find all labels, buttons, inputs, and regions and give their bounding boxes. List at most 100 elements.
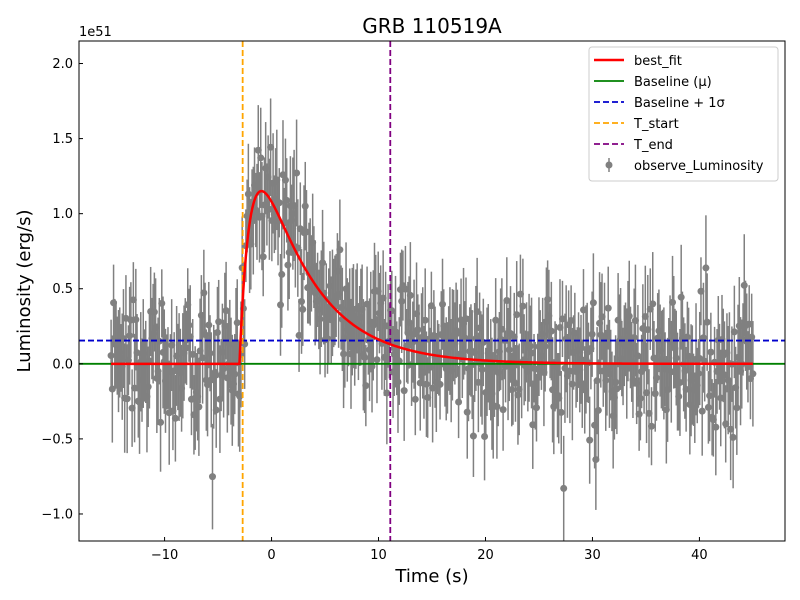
legend: best_fit Baseline (μ) Baseline + 1σ T_st…	[588, 46, 779, 182]
y-axis: −1.0 −0.5 0.0 0.5 1.0 1.5 2.0	[41, 57, 83, 522]
observation-marker	[213, 329, 221, 337]
observation-marker	[439, 300, 447, 308]
plot-frame	[78, 40, 786, 542]
observation-point	[171, 375, 179, 462]
observation-marker	[195, 403, 203, 411]
x-tick-label: −10	[151, 548, 178, 563]
legend-best-fit-label: best_fit	[634, 54, 682, 69]
observation-marker	[336, 246, 344, 254]
observation-point	[411, 363, 419, 436]
observation-point	[499, 368, 507, 451]
observation-marker	[568, 380, 576, 388]
observation-marker	[316, 315, 324, 323]
observation-point	[594, 359, 602, 462]
legend-baseline-sigma-label: Baseline + 1σ	[634, 96, 725, 111]
observation-marker	[604, 304, 612, 312]
observation-marker	[669, 298, 677, 306]
observation-marker	[406, 291, 414, 299]
y-tick-label: −0.5	[41, 432, 73, 447]
observation-point	[702, 215, 710, 321]
observation-marker	[547, 327, 555, 335]
observation-marker	[206, 349, 214, 357]
observation-marker	[588, 330, 596, 338]
observation-marker	[594, 406, 602, 414]
observation-marker	[505, 346, 513, 354]
observation-marker	[513, 311, 521, 319]
observation-point	[215, 279, 223, 364]
observation-marker	[212, 406, 220, 414]
observation-marker	[586, 436, 594, 444]
observation-marker	[421, 316, 429, 324]
observation-marker	[281, 176, 289, 184]
observation-marker	[293, 169, 301, 177]
observation-marker	[612, 378, 620, 386]
legend-observations-swatch	[605, 158, 613, 172]
observation-marker	[150, 308, 158, 316]
observation-marker	[544, 295, 552, 303]
legend-observations-label: observe_Luminosity	[634, 159, 764, 174]
observation-marker	[740, 281, 748, 289]
observation-point	[395, 317, 403, 405]
observation-marker	[275, 199, 283, 207]
observation-marker	[702, 264, 710, 272]
observation-marker	[541, 342, 549, 350]
observation-marker	[602, 376, 610, 384]
observation-marker	[373, 356, 381, 364]
observation-point	[586, 396, 594, 484]
plot-area	[79, 41, 785, 541]
legend-baseline-label: Baseline (μ)	[634, 75, 712, 90]
x-tick-label: 30	[584, 548, 601, 563]
observation-marker	[677, 293, 685, 301]
observation-marker	[648, 422, 656, 430]
observation-marker	[683, 333, 691, 341]
observation-marker	[171, 414, 179, 422]
observation-marker	[395, 357, 403, 365]
observation-point	[155, 297, 163, 385]
observation-marker	[422, 380, 430, 388]
observation-point	[299, 272, 307, 346]
observation-marker	[132, 316, 140, 324]
x-axis-title: Time (s)	[394, 566, 468, 587]
observation-point	[195, 357, 203, 456]
observation-marker	[635, 410, 643, 418]
observation-marker	[155, 337, 163, 345]
observation-marker	[463, 408, 471, 416]
observation-marker	[703, 318, 711, 326]
best-fit-series	[111, 189, 753, 366]
observation-marker	[469, 432, 477, 440]
y-tick-label: 0.5	[52, 282, 73, 297]
observation-marker	[299, 305, 307, 313]
observation-marker	[636, 394, 644, 402]
observation-point	[436, 349, 444, 420]
observation-point	[469, 395, 477, 477]
best-fit-curve	[111, 189, 753, 366]
observation-marker	[593, 377, 601, 385]
observation-marker	[398, 297, 406, 305]
observation-point	[519, 258, 527, 354]
x-axis: −10 0 10 20 30 40	[151, 537, 708, 563]
observation-marker	[704, 403, 712, 411]
observation-marker	[231, 370, 239, 378]
observation-marker	[400, 387, 408, 395]
observation-marker	[301, 202, 309, 210]
legend-t-end-label: T_end	[633, 138, 673, 153]
observation-marker	[733, 404, 741, 412]
observation-marker	[557, 408, 565, 416]
observation-point	[532, 373, 540, 442]
observation-point	[212, 372, 220, 448]
observation-point	[283, 158, 291, 243]
observation-marker	[625, 312, 633, 320]
observation-point	[698, 366, 706, 456]
observation-marker	[649, 300, 657, 308]
observation-marker	[205, 321, 213, 329]
observation-point	[278, 221, 286, 328]
observation-point	[383, 341, 391, 445]
observation-marker	[519, 302, 527, 310]
observation-marker	[185, 321, 193, 329]
observation-marker	[340, 350, 348, 358]
observation-point	[712, 378, 720, 476]
observation-marker	[749, 370, 757, 378]
observation-point	[604, 266, 612, 350]
observation-marker	[144, 383, 152, 391]
y-tick-label: 0.0	[52, 357, 73, 372]
